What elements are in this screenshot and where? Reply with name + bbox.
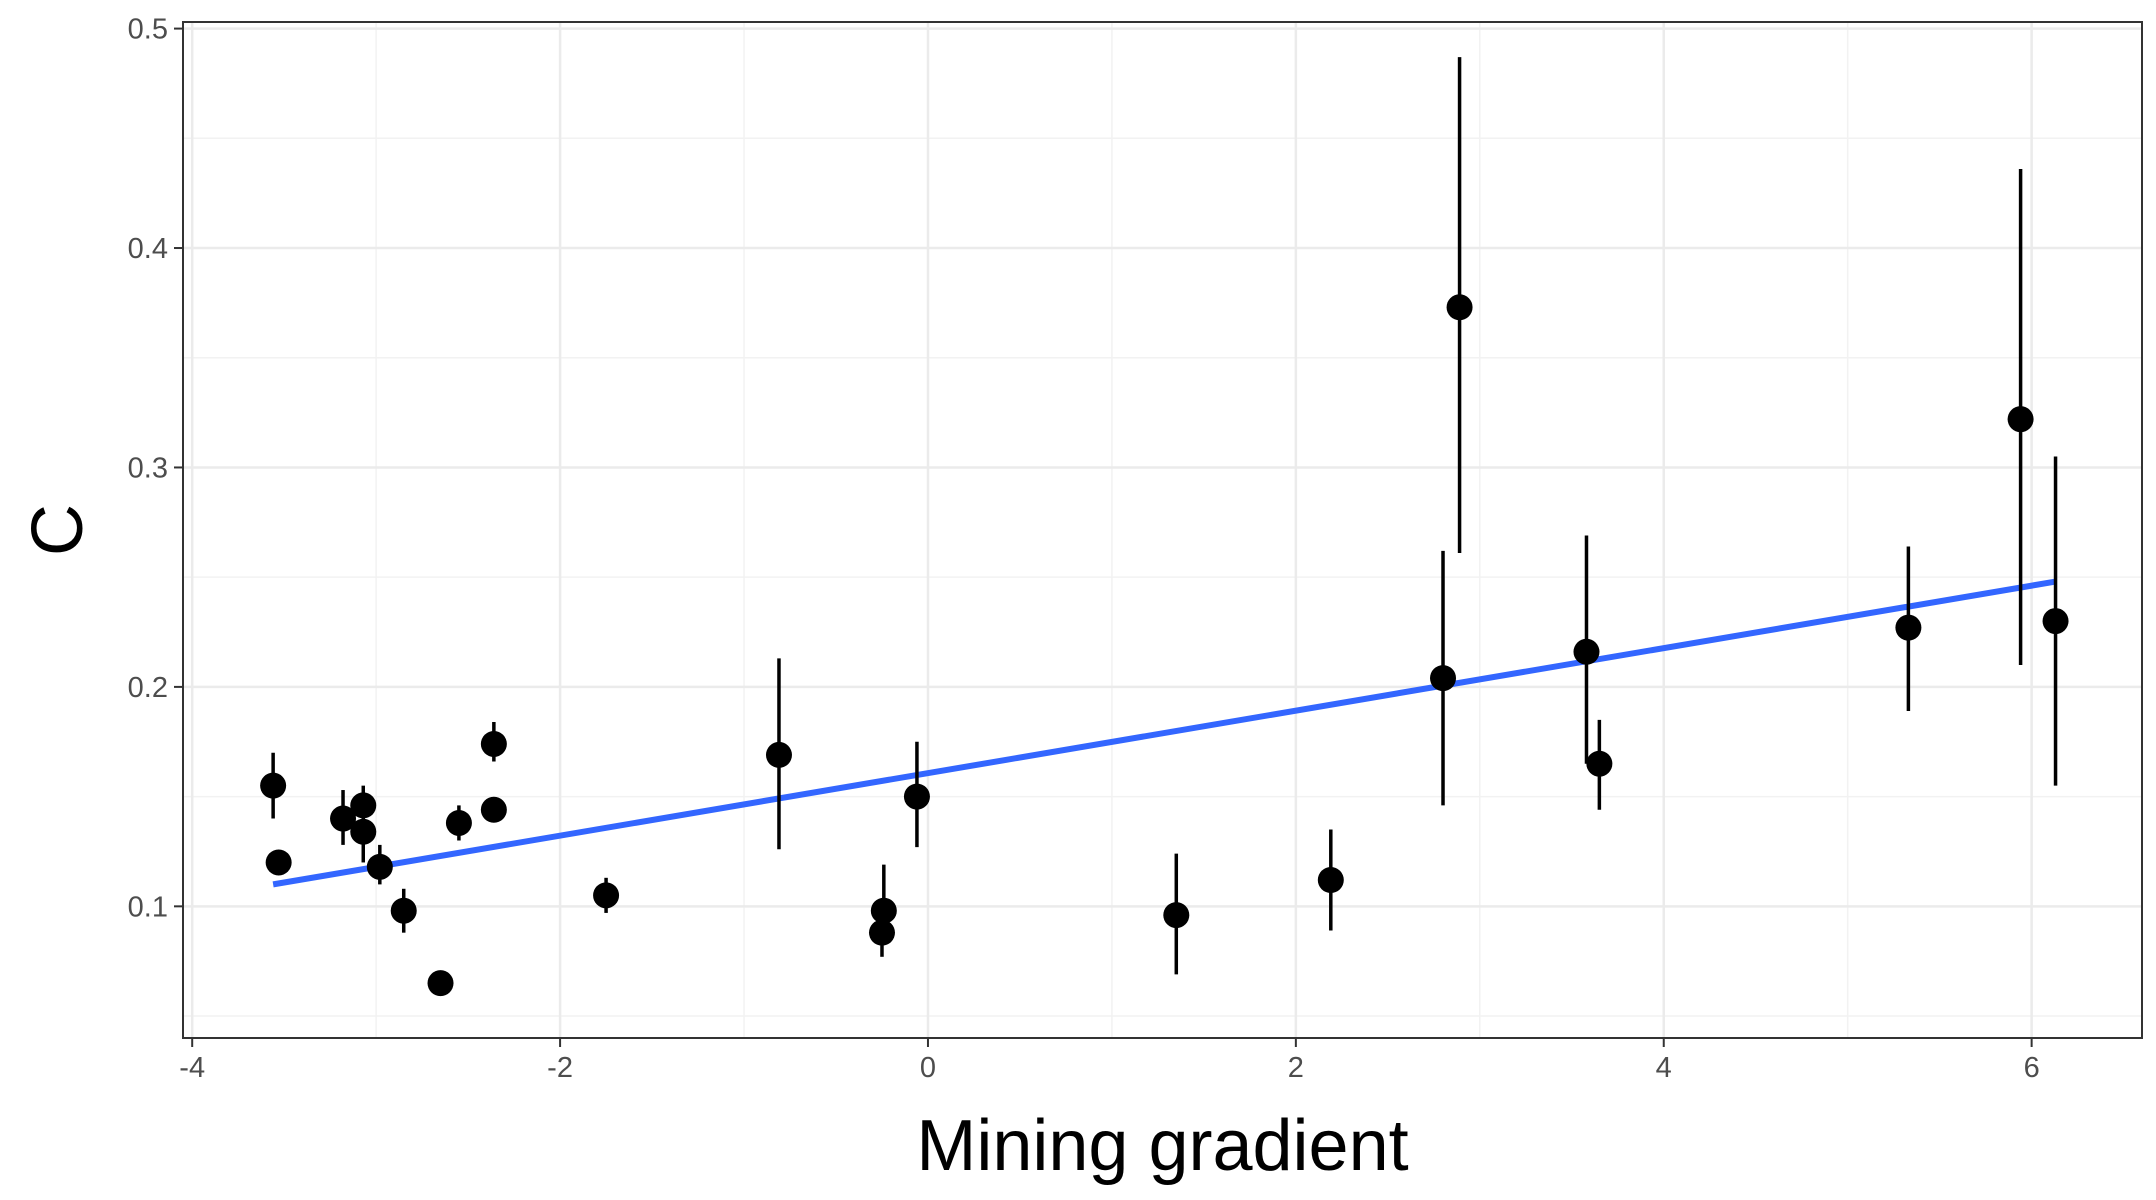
data-point [2042, 608, 2069, 635]
data-point [1317, 867, 1344, 894]
y-tick-label: 0.4 [128, 233, 168, 265]
data-point [2007, 406, 2034, 433]
data-point [868, 919, 895, 946]
data-point [593, 882, 620, 909]
data-point [265, 849, 292, 876]
data-point [903, 783, 930, 810]
plot-panel-border [182, 21, 2143, 1039]
data-point [260, 772, 287, 799]
y-tick-label: 0.2 [128, 672, 168, 704]
data-point [330, 805, 357, 832]
fit-line [272, 578, 2057, 888]
x-tick-label: -2 [547, 1052, 573, 1084]
data-point [765, 741, 792, 768]
data-point [1586, 750, 1613, 777]
data-point [1446, 294, 1473, 321]
data-point [1573, 638, 1600, 665]
y-axis-title: C [18, 504, 98, 556]
data-point [870, 897, 897, 924]
x-axis-title: Mining gradient [916, 1106, 1408, 1186]
data-point [427, 970, 454, 997]
data-point [445, 809, 472, 836]
x-tick-label: 2 [1288, 1052, 1304, 1084]
x-tick-label: 4 [1656, 1052, 1672, 1084]
data-point [1163, 902, 1190, 929]
data-point [480, 796, 507, 823]
points-layer [260, 57, 2069, 997]
major-gridlines [183, 22, 2142, 1038]
y-axis: 0.1 0.2 0.3 0.4 0.5 [128, 14, 183, 923]
x-tick-label: 0 [920, 1052, 936, 1084]
fit-line-layer [272, 578, 2057, 888]
data-point [1430, 665, 1457, 692]
data-point [480, 730, 507, 757]
data-point [366, 853, 393, 880]
data-point [1895, 614, 1922, 641]
x-axis: -4 -2 0 2 4 6 [179, 1038, 2040, 1084]
minor-gridlines [183, 22, 2142, 1038]
x-tick-label: 6 [2024, 1052, 2040, 1084]
data-point [350, 818, 377, 845]
y-tick-label: 0.3 [128, 452, 168, 484]
x-tick-label: -4 [179, 1052, 205, 1084]
data-point [390, 897, 417, 924]
y-tick-label: 0.5 [128, 14, 168, 46]
y-tick-label: 0.1 [128, 891, 168, 923]
